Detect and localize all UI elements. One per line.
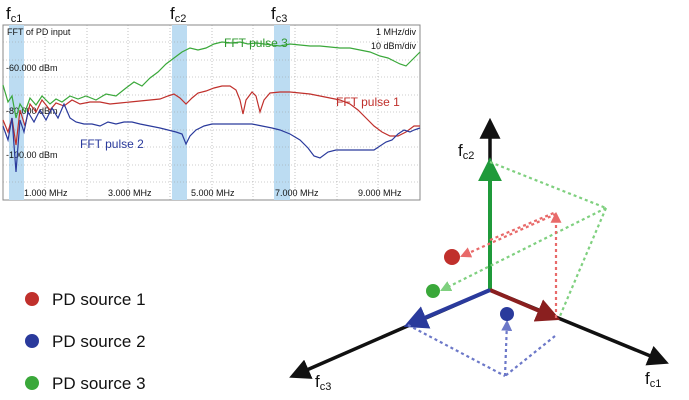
scale-freq: 1 MHz/div — [376, 27, 417, 37]
legend-marker-source2 — [25, 334, 39, 348]
series-label-pulse1: FFT pulse 1 — [336, 95, 400, 109]
projection-line-green — [558, 207, 608, 317]
axes-3d: fc2 fc1 fc3 — [289, 117, 669, 393]
axis-label-fc2: fc2 — [458, 141, 474, 162]
source-point-3 — [426, 284, 440, 298]
x-tick-label: 9.000 MHz — [358, 188, 402, 198]
projection-line-blue — [504, 335, 556, 377]
band-fc1 — [9, 25, 24, 200]
projection-line-green — [489, 160, 607, 210]
series-line-pulse2 — [2, 102, 421, 173]
projection-line-blue — [407, 324, 506, 377]
legend: PD source 1 PD source 2 PD source 3 — [25, 290, 146, 393]
projection-line-green — [440, 207, 607, 291]
legend-label-source3: PD source 3 — [52, 374, 146, 393]
series-line-pulse1 — [2, 85, 420, 146]
legend-marker-source1 — [25, 292, 39, 306]
axis-label-fc1: fc1 — [645, 369, 661, 390]
projection-line-blue — [501, 319, 513, 377]
vector-fc3-blue — [403, 288, 491, 329]
y-tick-label: -100.00 dBm — [6, 150, 58, 160]
legend-label-source1: PD source 1 — [52, 290, 146, 309]
series-label-pulse3: FFT pulse 3 — [224, 36, 288, 50]
series-label-pulse2: FFT pulse 2 — [80, 137, 144, 151]
fft-plot: FFT of PD input 1 MHz/div 10 dBm/div -60… — [2, 24, 421, 201]
band-fc2 — [172, 25, 187, 200]
plot-grid — [3, 25, 420, 200]
band-label-fc3: fc3 — [271, 4, 287, 25]
source-point-2 — [500, 307, 514, 321]
vector-fc1-red — [489, 288, 561, 322]
x-tick-label: 5.000 MHz — [191, 188, 235, 198]
band-fc3 — [274, 25, 290, 200]
legend-label-source2: PD source 2 — [52, 332, 146, 351]
x-tick-label: 1.000 MHz — [24, 188, 68, 198]
y-tick-label: -80.000 dBm — [6, 106, 58, 116]
plot-title: FFT of PD input — [7, 27, 71, 37]
source-point-1 — [444, 249, 460, 265]
x-tick-label: 7.000 MHz — [275, 188, 319, 198]
axis-label-fc3: fc3 — [315, 372, 331, 393]
band-label-fc1: fc1 — [6, 4, 22, 25]
y-tick-label: -60.000 dBm — [6, 63, 58, 73]
x-tick-label: 3.000 MHz — [108, 188, 152, 198]
projection-line-red — [489, 210, 557, 242]
projection-line-red — [459, 212, 557, 258]
band-label-fc2: fc2 — [170, 4, 186, 25]
series-line-pulse3 — [2, 41, 421, 119]
scale-amp: 10 dBm/div — [371, 41, 417, 51]
plot-frame — [2, 24, 421, 201]
legend-marker-source3 — [25, 376, 39, 390]
